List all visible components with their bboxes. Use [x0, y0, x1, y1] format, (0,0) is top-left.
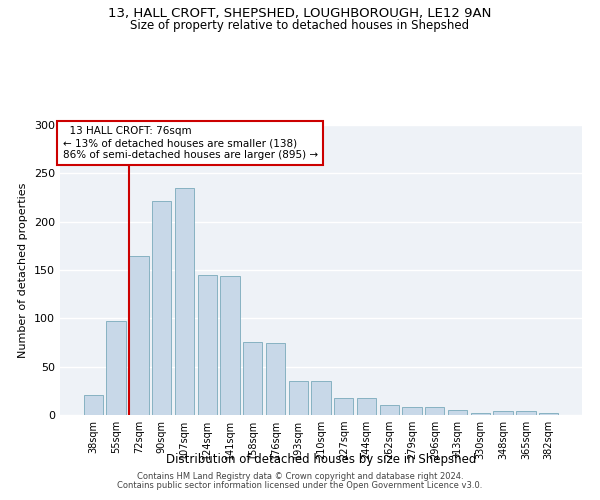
Bar	[357, 398, 376, 415]
Bar	[311, 381, 331, 415]
Bar	[516, 411, 536, 415]
Bar	[425, 408, 445, 415]
Bar	[220, 276, 239, 415]
Bar	[243, 342, 262, 415]
Bar	[493, 411, 513, 415]
Bar	[84, 394, 103, 415]
Text: 13 HALL CROFT: 76sqm
← 13% of detached houses are smaller (138)
86% of semi-deta: 13 HALL CROFT: 76sqm ← 13% of detached h…	[62, 126, 318, 160]
Bar	[152, 202, 172, 415]
Bar	[197, 275, 217, 415]
Bar	[539, 413, 558, 415]
Text: Contains HM Land Registry data © Crown copyright and database right 2024.: Contains HM Land Registry data © Crown c…	[137, 472, 463, 481]
Text: Size of property relative to detached houses in Shepshed: Size of property relative to detached ho…	[130, 18, 470, 32]
Bar	[334, 398, 353, 415]
Text: 13, HALL CROFT, SHEPSHED, LOUGHBOROUGH, LE12 9AN: 13, HALL CROFT, SHEPSHED, LOUGHBOROUGH, …	[109, 8, 491, 20]
Bar	[470, 413, 490, 415]
Bar	[175, 188, 194, 415]
Bar	[106, 321, 126, 415]
Text: Contains public sector information licensed under the Open Government Licence v3: Contains public sector information licen…	[118, 481, 482, 490]
Y-axis label: Number of detached properties: Number of detached properties	[19, 182, 28, 358]
Bar	[403, 408, 422, 415]
Text: Distribution of detached houses by size in Shepshed: Distribution of detached houses by size …	[166, 452, 476, 466]
Bar	[266, 342, 285, 415]
Bar	[380, 406, 399, 415]
Bar	[448, 410, 467, 415]
Bar	[289, 381, 308, 415]
Bar	[129, 256, 149, 415]
